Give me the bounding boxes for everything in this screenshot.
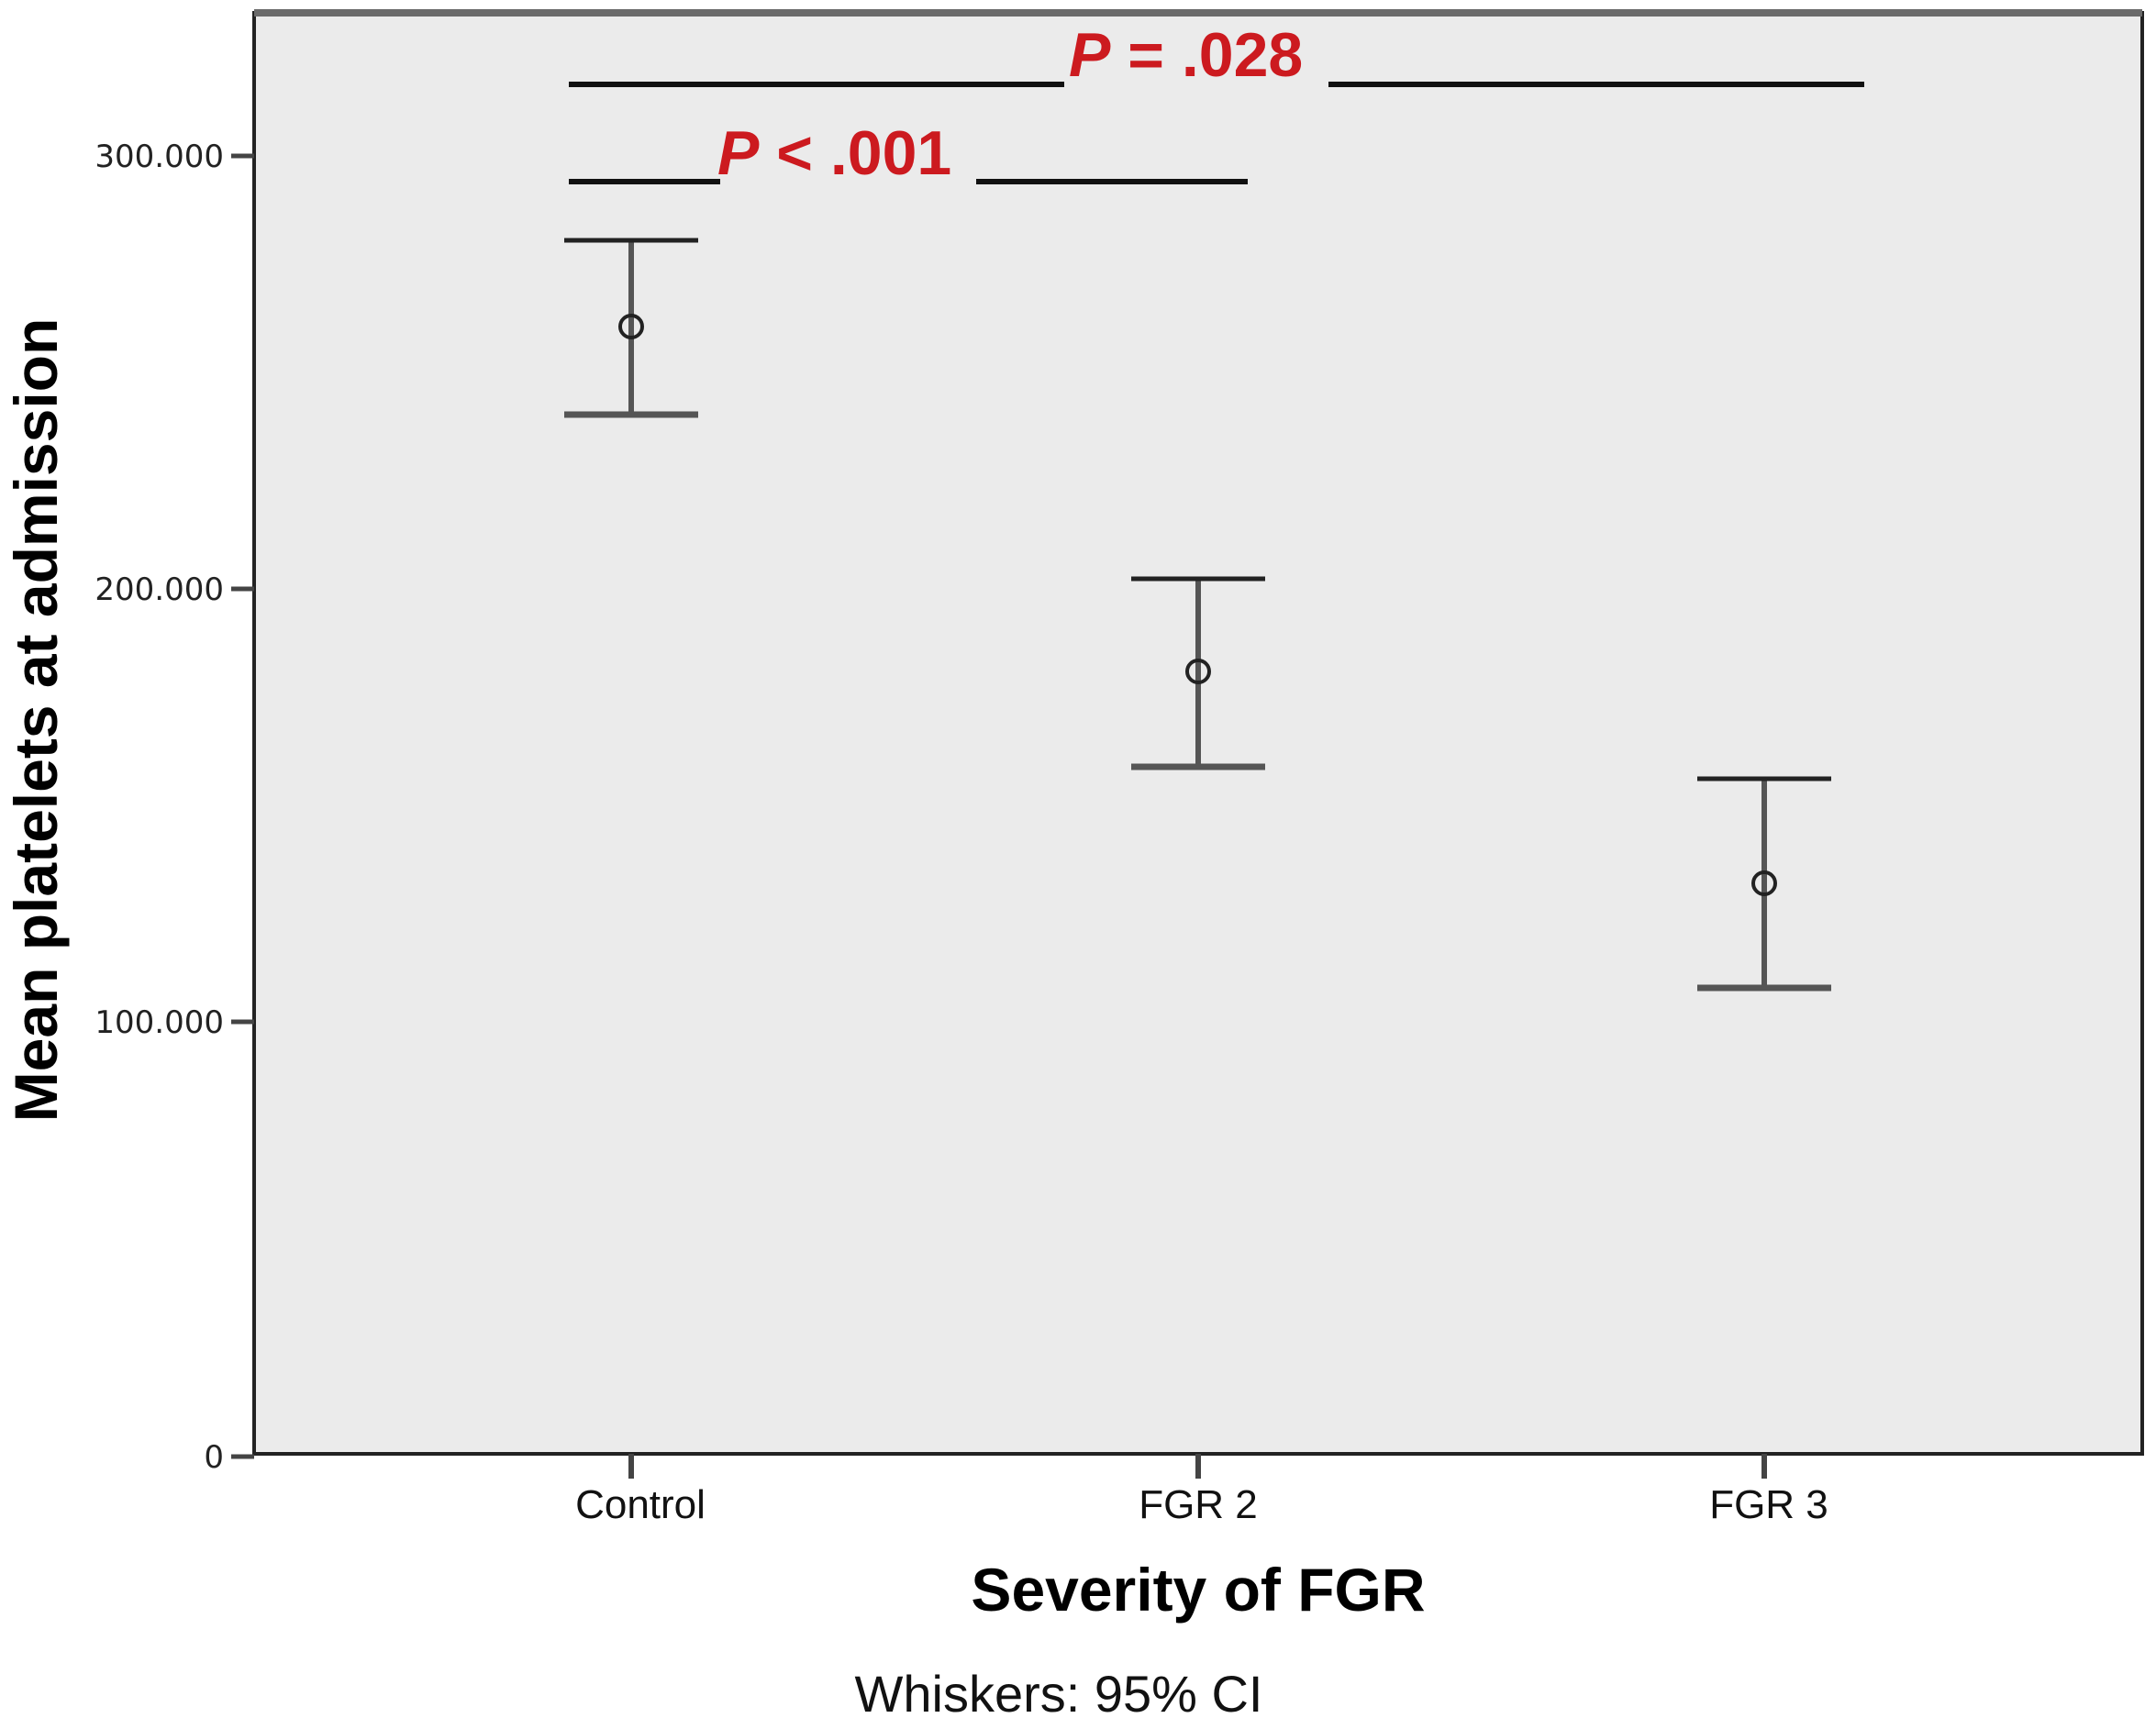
p-value-label: P < .001: [717, 118, 951, 188]
error-bar-control: [564, 238, 698, 418]
y-tick-label: 0: [204, 1439, 224, 1476]
y-axis-title: Mean platelets at admission: [2, 318, 70, 1123]
x-tick-label-control: Control: [575, 1482, 706, 1527]
y-tick-label: 100.000: [94, 1004, 224, 1041]
mean-marker: [1751, 870, 1777, 896]
x-tick-label-fgr3: FGR 3: [1709, 1482, 1828, 1527]
significance-control-vs-fgr3: P = .028: [569, 20, 1864, 90]
significance-control-vs-fgr2: P < .001: [569, 118, 1248, 188]
y-tick-label: 200.000: [94, 571, 224, 608]
x-axis-title: Severity of FGR: [971, 1556, 1425, 1624]
x-tick-label-fgr2: FGR 2: [1139, 1482, 1258, 1527]
whiskers-footnote: Whiskers: 95% CI: [855, 1665, 1263, 1718]
mean-marker: [618, 314, 644, 339]
x-axis: Control FGR 2 FGR 3: [575, 1454, 1828, 1527]
y-tick-label: 300.000: [94, 139, 224, 175]
error-bar-fgr3: [1697, 776, 1831, 992]
y-axis: 0 100.000 200.000 300.000: [94, 139, 254, 1476]
error-bar-fgr2: [1131, 576, 1265, 770]
p-value-label: P = .028: [1069, 20, 1303, 90]
mean-marker: [1185, 659, 1211, 684]
